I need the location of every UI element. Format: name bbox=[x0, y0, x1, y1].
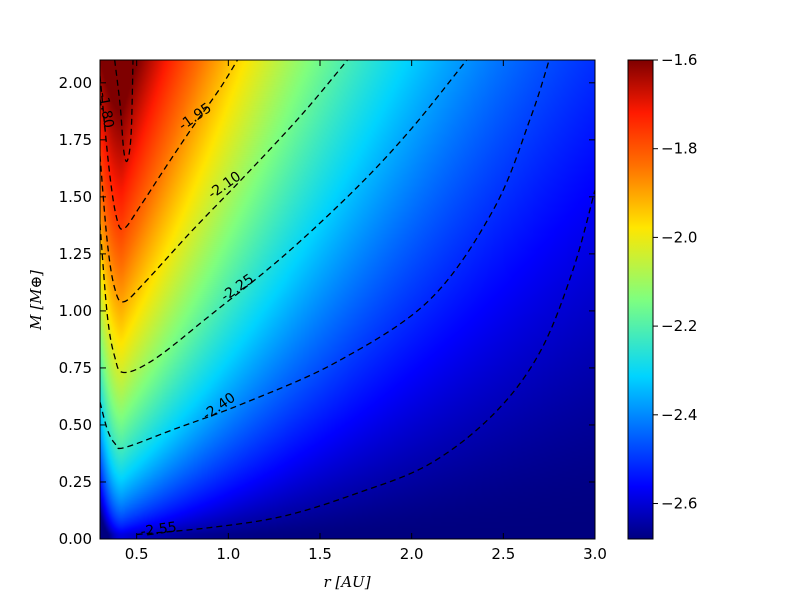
colorbar-ticks: −1.6 −1.8 −2.0 −2.2 −2.4 −2.6 bbox=[653, 51, 697, 513]
contour-line bbox=[136, 189, 595, 536]
colorbar-tick-label: −1.8 bbox=[661, 140, 697, 158]
contour-line bbox=[100, 60, 239, 230]
plot-frame bbox=[99, 59, 596, 540]
colorbar-gradient bbox=[627, 59, 654, 540]
colorbar-tick-label: −2.0 bbox=[661, 228, 697, 246]
contour-line bbox=[100, 60, 550, 450]
y-tick-label: 1.25 bbox=[59, 245, 92, 263]
x-tick-label: 3.0 bbox=[583, 545, 607, 563]
heatmap-image bbox=[100, 60, 595, 539]
contour-line bbox=[100, 60, 468, 374]
colorbar-tick-label: −2.6 bbox=[661, 495, 697, 513]
y-tick-label: 1.50 bbox=[59, 188, 92, 206]
y-tick-label: 0.75 bbox=[59, 359, 92, 377]
contour-lines bbox=[100, 60, 595, 536]
colorbar: −1.6 −1.8 −2.0 −2.2 −2.4 −2.6 bbox=[627, 51, 697, 540]
y-tick-label: 0.00 bbox=[59, 530, 92, 548]
y-axis-ticks: 0.00 0.25 0.50 0.75 1.00 1.25 1.50 1.75 2.00 bbox=[59, 74, 595, 548]
x-tick-label: 2.0 bbox=[400, 545, 424, 563]
x-axis-label: r [AU] bbox=[323, 573, 370, 591]
x-tick-label: 0.5 bbox=[125, 545, 149, 563]
y-tick-label: 1.75 bbox=[59, 131, 92, 149]
colorbar-tick-label: −2.2 bbox=[661, 317, 697, 335]
colorbar-tick-label: −2.4 bbox=[661, 406, 697, 424]
contour-line bbox=[100, 60, 348, 303]
colorbar-tick-label: −1.6 bbox=[661, 51, 697, 69]
contour-line bbox=[114, 60, 134, 163]
y-axis-label: M [M⊕] bbox=[27, 270, 45, 331]
x-tick-label: 1.5 bbox=[308, 545, 332, 563]
y-tick-label: 2.00 bbox=[59, 74, 92, 92]
y-tick-label: 0.25 bbox=[59, 473, 92, 491]
y-tick-label: 0.50 bbox=[59, 416, 92, 434]
contour-label: -2.55 bbox=[140, 519, 178, 540]
heatmap-area bbox=[100, 60, 595, 539]
x-tick-label: 2.5 bbox=[491, 545, 515, 563]
x-axis-ticks: 0.5 1.0 1.5 2.0 2.5 3.0 bbox=[125, 60, 607, 563]
y-tick-label: 1.00 bbox=[59, 302, 92, 320]
x-tick-label: 1.0 bbox=[216, 545, 240, 563]
